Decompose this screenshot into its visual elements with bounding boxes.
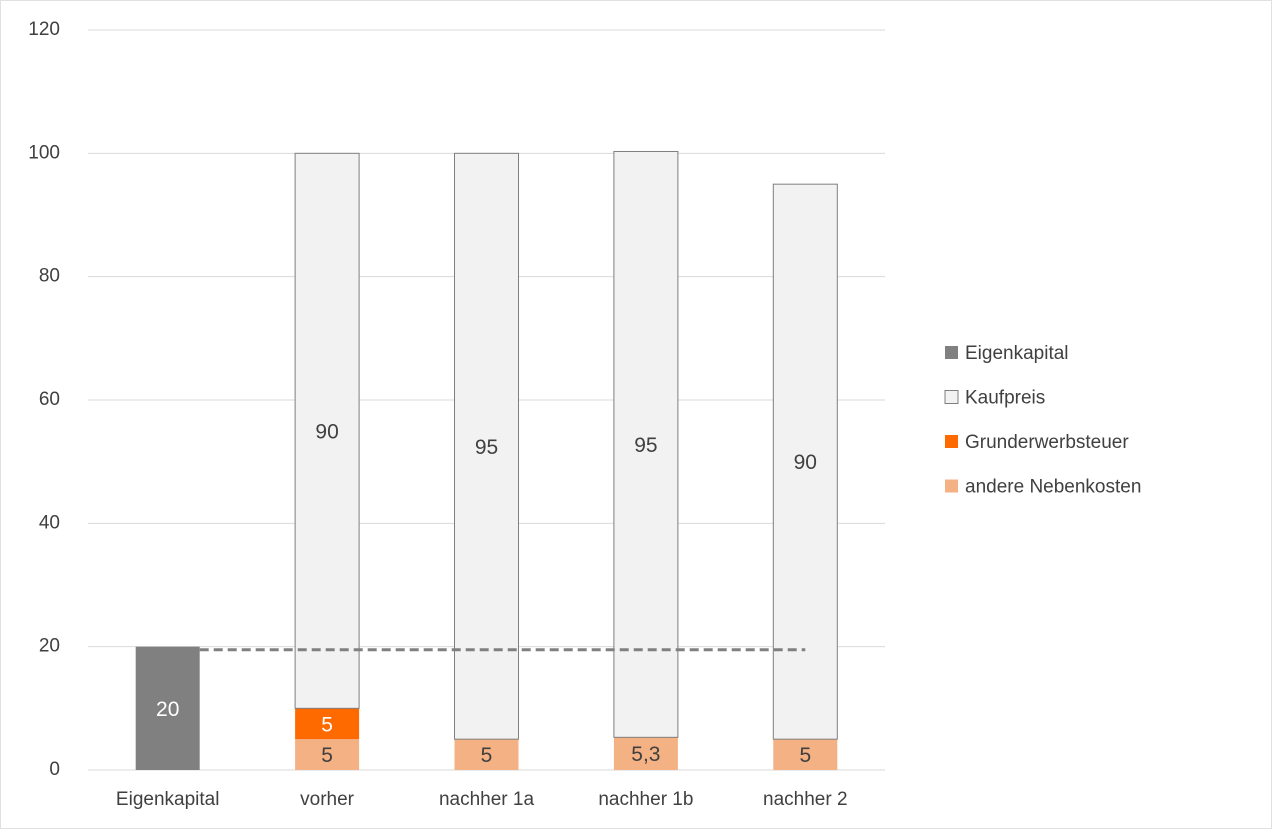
legend-label: andere Nebenkosten (965, 477, 1141, 498)
y-tick-label: 80 (39, 266, 60, 287)
y-tick-label: 60 (39, 389, 60, 410)
legend-swatch (945, 346, 958, 359)
bar-segment (772, 183, 838, 740)
y-tick-label: 100 (28, 142, 60, 163)
bar-segment (454, 739, 519, 770)
data-label: 5 (321, 713, 333, 736)
bar-segment (135, 646, 200, 770)
bar-segment (613, 150, 679, 738)
x-tick-label: vorher (300, 789, 355, 810)
y-tick-label: 0 (49, 759, 60, 780)
x-tick-label: Eigenkapital (116, 789, 220, 810)
bar-segment (294, 152, 360, 709)
data-label: 5 (481, 744, 493, 767)
y-tick-label: 120 (28, 19, 60, 40)
legend-swatch (945, 479, 958, 493)
bar-segment (613, 737, 678, 770)
data-label: 20 (156, 698, 179, 721)
legend-swatch (944, 390, 959, 404)
bar-segment (454, 152, 519, 740)
legend-label: Kaufpreis (965, 388, 1045, 409)
y-tick-label: 20 (39, 636, 60, 657)
legend-label: Grunderwerbsteuer (965, 432, 1129, 453)
y-tick-label: 40 (39, 512, 60, 533)
data-label: 95 (634, 434, 657, 457)
data-label: 90 (315, 420, 338, 443)
data-label: 90 (794, 451, 817, 474)
x-tick-label: nachher 1b (598, 789, 693, 810)
bar-segment (773, 739, 838, 770)
x-tick-label: nachher 1a (439, 789, 535, 810)
data-label: 5 (799, 744, 811, 767)
data-label: 5 (321, 744, 333, 767)
x-tick-label: nachher 2 (763, 789, 848, 810)
bar-segment (295, 739, 360, 770)
data-label: 5,3 (631, 743, 660, 766)
data-label: 95 (475, 436, 498, 459)
legend-label: Eigenkapital (965, 343, 1069, 364)
bar-segment (295, 708, 360, 740)
legend-swatch (945, 435, 958, 448)
